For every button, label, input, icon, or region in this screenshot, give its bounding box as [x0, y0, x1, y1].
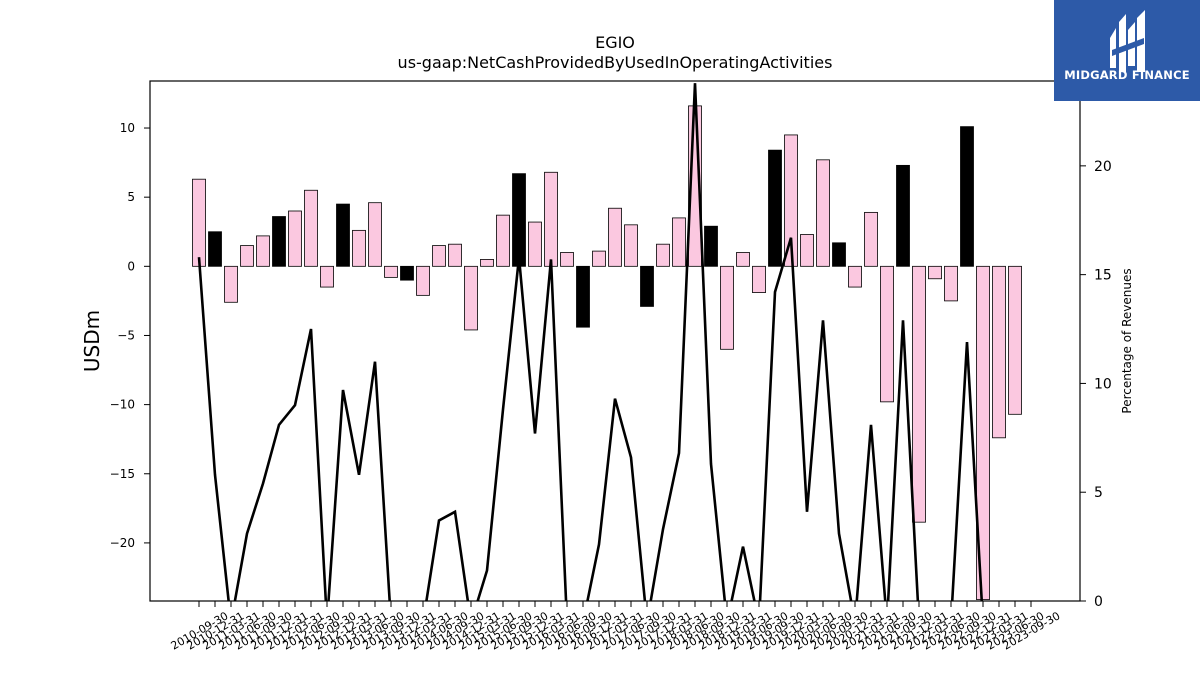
series-line [197, 83, 984, 601]
bar [960, 126, 974, 267]
bar [288, 210, 302, 267]
y-tick-label: −5 [117, 328, 135, 342]
bar [512, 173, 526, 267]
bar [992, 265, 1006, 439]
y-axis-left: −20 −15 −10 −5 0 5 10 [110, 121, 150, 550]
bar [720, 265, 734, 350]
bar [304, 189, 318, 267]
y-tick-label: 0 [127, 259, 135, 273]
x-axis: 2010-09-302010-12-312011-03-312011-06-30… [169, 601, 1063, 653]
y2-tick-label: 15 [1094, 268, 1112, 284]
bar [560, 252, 574, 267]
chart-subtitle: us-gaap:NetCashProvidedByUsedInOperating… [398, 53, 833, 72]
bar-series [192, 105, 1022, 601]
logo-text: MIDGARD FINANCE [1064, 68, 1190, 82]
chart-title: EGIO [595, 33, 635, 52]
y-axis-label: USDm [80, 310, 104, 372]
bar [928, 265, 942, 280]
bar [448, 243, 462, 267]
bar [912, 265, 926, 523]
bar [800, 234, 814, 267]
bar [464, 265, 478, 331]
bar [976, 265, 990, 601]
bar [848, 265, 862, 288]
bar [384, 265, 398, 278]
bar [368, 202, 382, 267]
line-series [197, 83, 984, 601]
bar [432, 245, 446, 267]
bar [736, 252, 750, 267]
bar [208, 231, 222, 267]
bar [672, 217, 686, 267]
bar [608, 207, 622, 267]
bar [640, 265, 654, 307]
bar [896, 164, 910, 267]
y2-tick-label: 5 [1094, 485, 1103, 501]
y-tick-label: −15 [110, 467, 135, 481]
bar [272, 216, 286, 267]
bar [480, 259, 494, 267]
bar [352, 229, 366, 267]
y-tick-label: −10 [110, 398, 135, 412]
bar [864, 211, 878, 267]
bar [320, 265, 334, 288]
bar [224, 265, 238, 303]
y2-tick-label: 10 [1094, 376, 1112, 392]
y2-axis-label: Percentage of Revenues [1120, 268, 1134, 413]
bar [816, 159, 830, 267]
bar [544, 171, 558, 267]
bar [192, 178, 206, 267]
logo: MIDGARD FINANCE [1054, 0, 1200, 101]
bar [256, 235, 270, 267]
bar [832, 242, 846, 267]
bar [528, 221, 542, 267]
y-tick-label: 10 [120, 121, 135, 135]
bar [944, 265, 958, 302]
y-tick-label: −20 [110, 536, 135, 550]
bar [624, 224, 638, 267]
bar [240, 245, 254, 267]
bar [1008, 265, 1022, 415]
y2-tick-label: 0 [1094, 594, 1103, 610]
bar [576, 265, 590, 328]
bar [656, 243, 670, 267]
bar [880, 265, 894, 403]
midgard-logo-icon [1110, 10, 1145, 72]
bar [704, 225, 718, 267]
y2-tick-label: 20 [1094, 159, 1112, 175]
bar [784, 134, 798, 267]
bar [768, 149, 782, 267]
bar [416, 265, 430, 296]
y-axis-right: 0 5 10 15 20 [1080, 159, 1112, 610]
bar [752, 265, 766, 293]
bar [496, 214, 510, 267]
bar [336, 203, 350, 267]
bar [400, 265, 414, 281]
y-tick-label: 5 [127, 190, 135, 204]
bar [592, 250, 606, 267]
plot-frame [149, 80, 1081, 602]
